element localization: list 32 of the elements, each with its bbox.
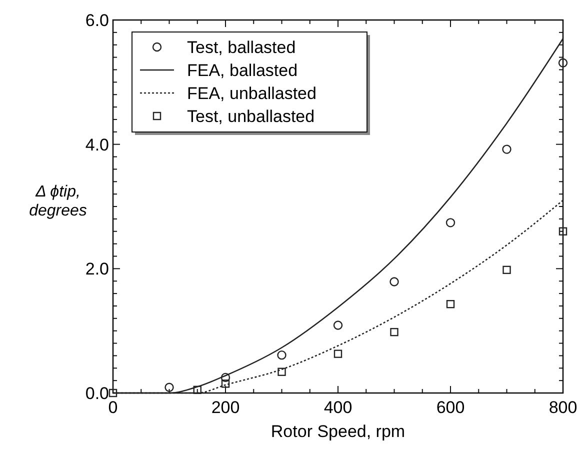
point <box>108 388 118 398</box>
point <box>164 382 174 392</box>
point <box>390 328 398 336</box>
y-tick-label: 2.0 <box>85 260 109 279</box>
point <box>502 144 512 154</box>
legend-label: FEA, ballasted <box>187 60 298 80</box>
point <box>220 372 230 382</box>
point <box>446 300 455 308</box>
legend-label: Test, ballasted <box>187 38 296 57</box>
y-tick-label: 4.0 <box>85 135 109 154</box>
text: 0.0 <box>85 384 109 403</box>
x-tick-label: 0 <box>108 398 118 417</box>
x-tick-label: 200 <box>211 398 240 417</box>
x-axis-title: Rotor Speed, rpm <box>270 422 406 441</box>
point <box>334 350 342 358</box>
point <box>278 368 286 376</box>
legend-label: Test, unballasted <box>187 106 315 126</box>
point <box>446 218 456 228</box>
y-tick-label: 6.0 <box>85 10 109 30</box>
x-tick-label: 800 <box>548 398 578 417</box>
point <box>558 58 568 68</box>
x-tick-label: 400 <box>324 398 352 417</box>
y-axis-title: Δ ϕtip, degrees <box>29 184 87 220</box>
point <box>333 320 343 330</box>
legend-label: FEA, unballasted <box>187 84 316 103</box>
point <box>277 350 286 360</box>
point <box>558 227 568 236</box>
point <box>221 380 230 388</box>
x-tick-label: 600 <box>436 398 465 417</box>
point <box>390 277 399 286</box>
point <box>193 386 202 394</box>
point <box>502 266 511 274</box>
